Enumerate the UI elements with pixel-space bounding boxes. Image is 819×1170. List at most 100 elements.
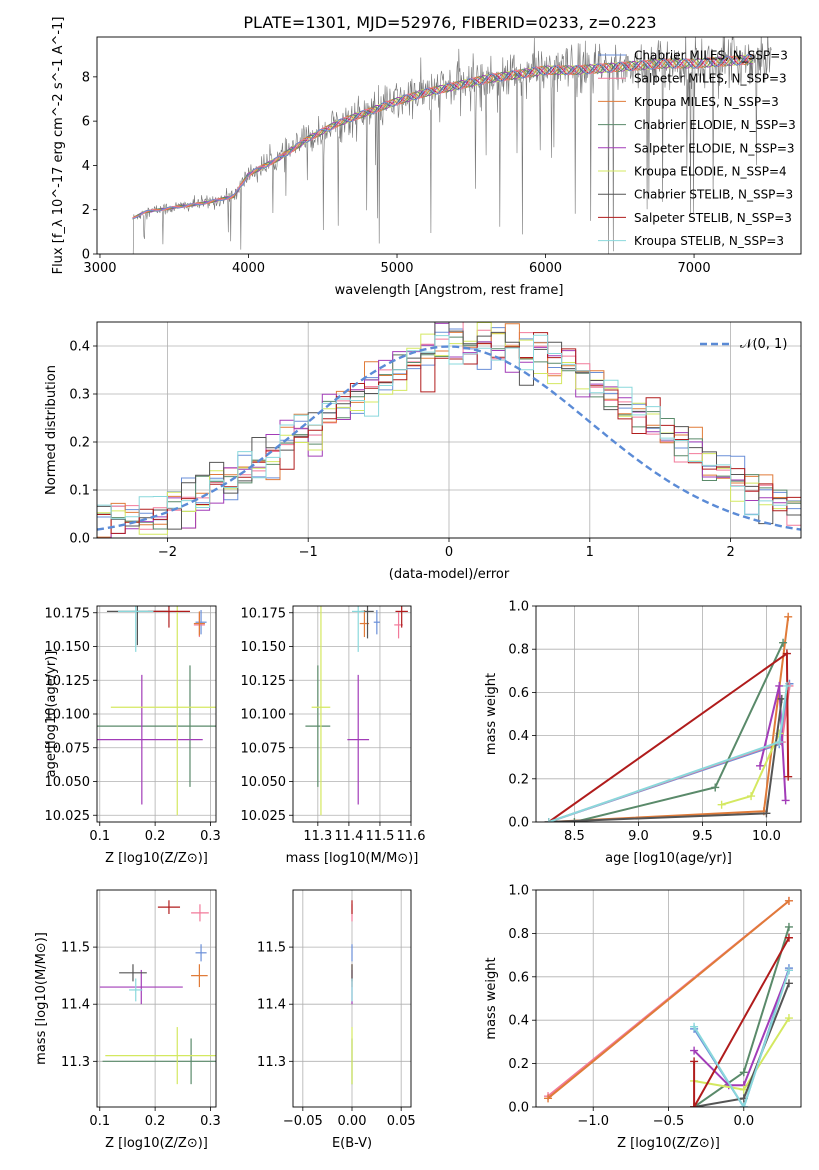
y-tick-label: 0.8 bbox=[508, 927, 529, 942]
weight-series bbox=[547, 900, 790, 1100]
y-tick-label: 0.0 bbox=[508, 1101, 529, 1116]
y-tick-label: 8 bbox=[82, 70, 90, 85]
panel-age-vs-mass: 11.3 11.4 11.5 11.6 10.025 10.050 10.075 10.100… bbox=[241, 605, 426, 866]
weight-marker bbox=[717, 800, 726, 809]
x-tick-label: 0 bbox=[445, 545, 453, 560]
figure-title: PLATE=1301, MJD=52976, FIBERID=0233, z=0… bbox=[243, 13, 656, 32]
y-tick-label: 2 bbox=[82, 203, 90, 218]
x-tick-label: −2 bbox=[158, 545, 177, 560]
weight-marker bbox=[784, 979, 793, 988]
x-tick-label: −1.0 bbox=[577, 1114, 609, 1129]
legend-label: 𝒩(0, 1) bbox=[740, 337, 787, 352]
weight-marker bbox=[690, 1103, 699, 1107]
x-tick-label: 4000 bbox=[232, 261, 265, 276]
y-axis-label: mass weight bbox=[484, 957, 499, 1039]
x-axis-label: Z [log10(Z/Z⊙)] bbox=[105, 1136, 208, 1151]
x-tick-label: 0.1 bbox=[89, 1114, 110, 1129]
x-tick-label: 11.3 bbox=[303, 829, 332, 844]
axes-frame bbox=[292, 889, 412, 1108]
error-bars bbox=[99, 900, 216, 1085]
legend-label: Kroupa STELIB, N_SSP=3 bbox=[634, 234, 784, 248]
x-tick-label: 8.5 bbox=[564, 829, 585, 844]
y-tick-label: 4 bbox=[82, 159, 90, 174]
y-tick-label: 10.100 bbox=[45, 708, 91, 723]
weight-marker bbox=[782, 649, 791, 658]
x-tick-label: 6000 bbox=[529, 261, 562, 276]
legend-label: Salpeter ELODIE, N_SSP=3 bbox=[634, 141, 795, 155]
panel-residuals: −2 −1 0 1 2 0.0 0.1 0.2 0.3 0.4 (data-model)/error… bbox=[44, 321, 802, 582]
y-tick-label: 10.050 bbox=[241, 775, 287, 790]
y-tick-label: 10.100 bbox=[241, 708, 287, 723]
y-tick-label: 10.175 bbox=[45, 606, 91, 621]
weight-marker bbox=[762, 809, 771, 818]
histogram-series bbox=[97, 334, 801, 520]
x-tick-label: 7000 bbox=[678, 261, 711, 276]
x-tick-label: 5000 bbox=[380, 261, 413, 276]
x-axis-label: wavelength [Angstrom, rest frame] bbox=[335, 283, 564, 298]
x-tick-label: 3000 bbox=[83, 261, 116, 276]
weight-marker bbox=[781, 796, 790, 805]
x-tick-label: 2 bbox=[726, 545, 734, 560]
y-tick-label: 0.8 bbox=[508, 643, 529, 658]
y-tick-label: 1.0 bbox=[508, 600, 529, 615]
weight-series bbox=[693, 969, 790, 1087]
weight-marker bbox=[739, 1068, 748, 1077]
weight-marker bbox=[784, 922, 793, 931]
x-axis-label: (data-model)/error bbox=[389, 567, 510, 582]
panel-massweight-vs-Z: −1.0 −0.5 0.0 0.0 0.2 0.4 0.6 0.8 1.0 Z [log10(Z/… bbox=[484, 884, 802, 1151]
weight-marker bbox=[747, 792, 756, 801]
weight-series bbox=[693, 969, 790, 1107]
x-axis-label: age [log10(age/yr)] bbox=[605, 851, 732, 866]
y-tick-label: 10.075 bbox=[241, 741, 287, 756]
x-tick-label: 0.3 bbox=[200, 1114, 221, 1129]
normal-curve bbox=[97, 345, 801, 531]
y-tick-label: 0.1 bbox=[69, 484, 90, 499]
x-tick-label: 0.1 bbox=[89, 829, 110, 844]
x-tick-label: 10.0 bbox=[752, 829, 781, 844]
panel-spectrum: 3000 4000 5000 6000 7000 0 2 4 6 8 wavelength [Ang… bbox=[51, 17, 802, 298]
weight-marker bbox=[775, 738, 784, 747]
weight-marker bbox=[739, 1103, 748, 1107]
legend-label: Salpeter STELIB, N_SSP=3 bbox=[634, 211, 792, 225]
weight-marker bbox=[690, 1057, 699, 1066]
x-tick-label: 11.6 bbox=[397, 829, 426, 844]
weight-marker bbox=[690, 1022, 699, 1031]
y-tick-label: 0.2 bbox=[508, 1057, 529, 1072]
weight-marker bbox=[690, 1046, 699, 1055]
legend-label: Kroupa MILES, N_SSP=3 bbox=[634, 95, 779, 109]
y-axis-label: mass weight bbox=[484, 673, 499, 755]
x-axis-label: mass [log10(M/M⊙)] bbox=[286, 851, 419, 866]
y-tick-label: 0.0 bbox=[508, 816, 529, 831]
weight-marker bbox=[782, 681, 791, 690]
y-tick-label: 10.125 bbox=[241, 674, 287, 689]
y-tick-label: 11.4 bbox=[61, 998, 90, 1013]
y-axis-label: Flux [f_λ 10^-17 erg cm^-2 s^-1 A^-1] bbox=[51, 17, 66, 275]
y-tick-label: 0.6 bbox=[508, 970, 529, 985]
axes-frame bbox=[535, 889, 802, 1108]
x-tick-label: 0.2 bbox=[145, 1114, 166, 1129]
panel-mass-vs-ebv: −0.05 0.00 0.05 11.3 11.4 11.5 E(B-V) bbox=[257, 889, 416, 1151]
legend-label: Kroupa ELODIE, N_SSP=4 bbox=[634, 165, 787, 179]
y-tick-label: 11.4 bbox=[257, 998, 286, 1013]
y-tick-label: 0.4 bbox=[508, 729, 529, 744]
y-tick-label: 10.175 bbox=[241, 606, 287, 621]
weight-marker bbox=[775, 681, 784, 690]
y-tick-label: 0.6 bbox=[508, 686, 529, 701]
y-axis-label: age [log10(age/yr)] bbox=[44, 651, 59, 778]
y-tick-label: 0.4 bbox=[508, 1014, 529, 1029]
legend-label: Chabrier STELIB, N_SSP=3 bbox=[634, 188, 793, 202]
y-tick-label: 10.025 bbox=[45, 809, 91, 824]
x-tick-label: 0.2 bbox=[145, 829, 166, 844]
x-tick-label: 9.5 bbox=[692, 829, 713, 844]
y-tick-label: 1.0 bbox=[508, 884, 529, 899]
y-tick-label: 10.075 bbox=[45, 741, 91, 756]
weight-marker bbox=[784, 966, 793, 975]
y-tick-label: 0.3 bbox=[69, 388, 90, 403]
y-tick-label: 0.2 bbox=[69, 436, 90, 451]
spectrum-lines bbox=[132, 37, 772, 254]
y-tick-label: 10.125 bbox=[45, 674, 91, 689]
y-tick-label: 0.2 bbox=[508, 772, 529, 787]
x-tick-label: 1 bbox=[586, 545, 594, 560]
weight-marker bbox=[779, 638, 788, 647]
